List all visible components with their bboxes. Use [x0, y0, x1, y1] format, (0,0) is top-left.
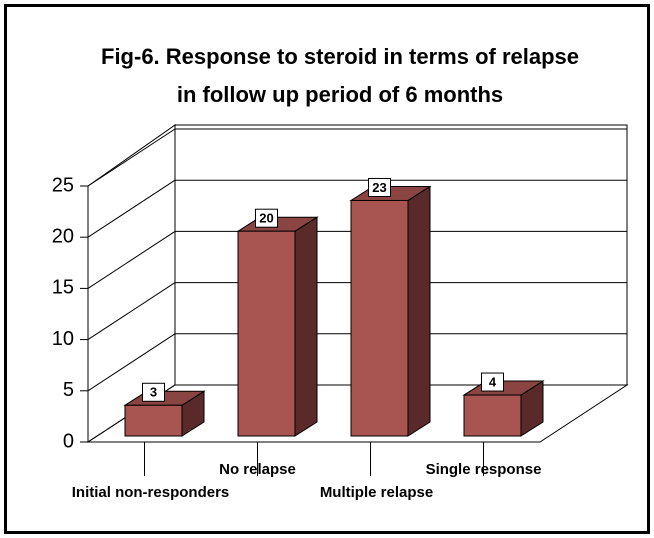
x-tick-label: Multiple relapse	[320, 484, 433, 501]
value-label: 4	[489, 374, 497, 389]
y-tick-label: 15	[52, 277, 74, 299]
bar	[237, 230, 296, 437]
grid-line	[87, 282, 176, 341]
value-label-box	[368, 177, 391, 197]
value-label-box	[255, 208, 278, 228]
value-label: 20	[259, 211, 273, 226]
bar	[350, 199, 409, 437]
y-tick-label: 25	[52, 174, 74, 196]
x-tick-label: No relapse	[219, 461, 296, 478]
value-label-box	[481, 372, 504, 392]
grid-line	[87, 333, 176, 392]
y-tick-label: 0	[63, 430, 74, 452]
frame	[4, 4, 650, 534]
bar	[124, 404, 183, 437]
grid-line	[87, 230, 176, 289]
y-tick-label: 20	[52, 225, 74, 247]
bar	[463, 394, 522, 437]
bar-side	[294, 216, 318, 437]
x-tick-label: Single response	[426, 461, 542, 478]
value-label: 23	[372, 180, 386, 195]
value-label-box	[142, 382, 165, 402]
value-label: 3	[150, 385, 157, 400]
chart-title: Fig-6. Response to steroid in terms of r…	[101, 44, 579, 107]
bar-side	[407, 185, 431, 437]
grid-line	[87, 128, 176, 187]
grid-line	[87, 179, 176, 238]
y-tick-label: 5	[63, 379, 74, 401]
x-tick-label: Initial non-responders	[72, 484, 230, 501]
y-tick-label: 10	[52, 328, 74, 350]
